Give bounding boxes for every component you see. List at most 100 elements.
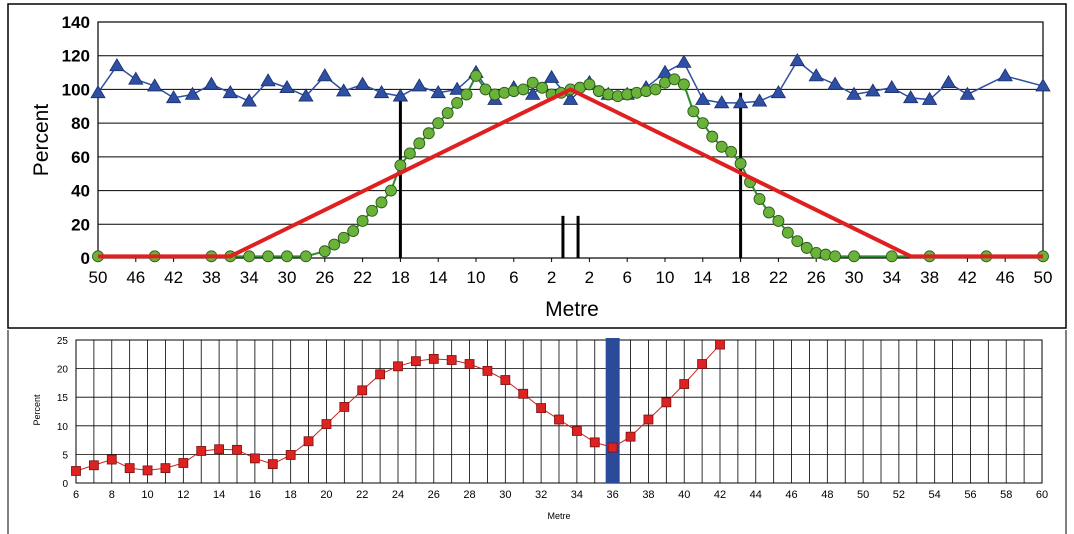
square-point [357,385,368,396]
triangle-point [430,85,446,99]
triangle-point [241,93,257,107]
circle-point [791,235,804,248]
plot-border [97,21,1044,259]
triangle-point [147,78,163,92]
circle-point [715,140,728,153]
x-tick-label: 14 [693,268,712,287]
x-tick-label: 38 [202,268,221,287]
x-axis-label: Metre [545,298,599,321]
square-point [303,436,314,447]
triangle-point [222,85,238,99]
x-tick-label: 34 [571,489,583,501]
square-point [160,463,171,474]
circle-point [432,117,445,130]
x-tick-label: 60 [1036,489,1048,501]
square-point [142,465,153,476]
x-tick-label: 34 [882,268,901,287]
square-point [661,397,672,408]
circle-point [347,225,360,237]
triangle-point [959,86,976,100]
circle-point [829,250,842,263]
x-tick-label: 30 [278,268,297,287]
triangle-point [203,76,220,90]
x-tick-label: 54 [929,489,941,501]
triangle-point [128,71,144,85]
square-point [267,459,278,470]
x-tick-label: 16 [249,489,261,501]
x-tick-label: 46 [126,268,145,287]
circle-point [536,81,549,94]
square-point [410,356,421,367]
x-tick-label: 48 [821,489,833,501]
y-tick-label: 10 [57,422,69,433]
x-axis-label: Metre [547,511,570,521]
x-tick-label: 42 [958,268,977,287]
x-tick-label: 6 [509,268,518,287]
x-tick-label: 38 [920,268,939,287]
square-point [339,402,350,412]
circle-point [885,250,898,263]
circle-point [687,105,700,118]
x-tick-label: 50 [857,489,869,501]
square-point [375,369,386,380]
square-point [428,353,439,364]
x-tick-label: 6 [622,268,631,287]
square-point [697,359,708,369]
x-tick-label: 26 [807,268,826,287]
circle-point [422,127,435,140]
x-tick-label: 12 [177,489,189,501]
x-tick-label: 42 [164,268,183,287]
circle-point [281,250,293,263]
x-tick-label: 14 [213,489,225,501]
triangle-point [411,78,427,92]
x-tick-label: 26 [315,268,334,287]
circle-point [403,147,416,160]
square-point [625,431,636,442]
square-point [393,361,403,372]
x-tick-label: 18 [285,489,297,501]
x-tick-label: 34 [240,268,259,287]
x-tick-label: 2 [547,268,556,287]
square-point [249,453,260,464]
square-point [88,460,99,471]
x-tick-label: 18 [731,268,750,287]
x-tick-label: 20 [320,489,332,501]
triangle-point [317,68,333,82]
y-tick-label: 20 [71,215,90,234]
x-tick-label: 38 [642,489,654,501]
circle-point [451,96,464,109]
x-tick-label: 46 [996,268,1015,287]
x-tick-label: 22 [356,489,368,501]
triangle-point [751,93,768,107]
square-point [214,444,225,455]
triangle-point [997,68,1013,82]
circle-point [318,245,331,258]
square-point [482,365,493,376]
square-point [124,463,135,474]
x-tick-label: 52 [893,489,905,501]
triangle-point [543,69,560,83]
square-point [715,339,725,350]
bottom-chart: 0 5 10 15 20 25 6 8 10 12 14 16 18 20 22 24 26 28 30 32 34 36… [7,330,1067,534]
circle-point [706,130,719,143]
x-tick-label: 2 [585,268,594,287]
circle-point [479,83,492,96]
x-tick-label: 10 [656,268,675,287]
circle-point [734,157,747,170]
triangle-point [354,76,371,90]
x-tick-label: 24 [392,489,404,501]
x-tick-label: 58 [1000,489,1012,501]
triangle-point [298,88,314,102]
circle-point [262,250,275,263]
plot-border [75,339,1043,484]
square-point [518,388,529,399]
x-tick-label: 30 [845,268,864,287]
square-point [196,446,207,456]
highlight-bar [605,338,620,483]
circle-point [668,73,681,86]
triangle-point [336,83,352,97]
square-point [554,414,564,425]
square-point [464,359,475,369]
x-tick-label: 46 [785,489,797,501]
circle-point [337,231,350,244]
